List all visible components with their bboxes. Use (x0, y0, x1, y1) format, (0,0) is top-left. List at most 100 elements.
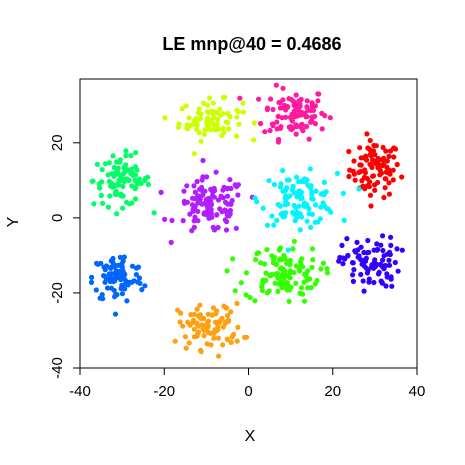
data-point (324, 206, 330, 212)
data-point (91, 201, 97, 207)
data-point (228, 309, 234, 315)
data-point (110, 153, 116, 159)
data-point (264, 290, 270, 296)
data-point (371, 279, 377, 286)
data-point (213, 319, 219, 325)
data-point (349, 260, 356, 266)
data-point (360, 183, 366, 189)
data-point (328, 209, 334, 215)
data-point (197, 186, 203, 192)
data-point (310, 257, 316, 263)
data-point (260, 205, 266, 211)
data-point (224, 193, 231, 199)
data-point (102, 279, 108, 285)
data-point (204, 115, 211, 121)
data-point (233, 225, 239, 231)
data-point (125, 282, 131, 288)
data-point (271, 222, 277, 228)
data-point (234, 184, 240, 190)
data-point (371, 142, 377, 149)
data-point (271, 181, 277, 188)
data-point (221, 184, 227, 190)
data-point (223, 227, 230, 233)
data-point (189, 228, 195, 234)
data-point (353, 249, 359, 255)
data-point (223, 119, 229, 125)
data-point (128, 166, 135, 172)
data-point (284, 260, 290, 266)
plot-frame (79, 78, 418, 369)
data-point (366, 279, 372, 285)
data-point (264, 105, 270, 111)
y-tick-label: 20 (49, 134, 66, 151)
data-point (189, 202, 196, 208)
data-point (293, 205, 299, 211)
data-point (223, 208, 229, 215)
data-point (384, 158, 390, 164)
data-point (198, 347, 204, 353)
data-point (309, 246, 316, 252)
data-point (252, 298, 258, 304)
data-point (134, 181, 140, 187)
data-point (210, 100, 216, 106)
data-point (286, 287, 292, 293)
data-point (103, 263, 110, 269)
data-point (108, 285, 114, 291)
data-point (251, 137, 257, 143)
data-point (225, 317, 231, 323)
data-point (98, 192, 104, 199)
data-point (308, 224, 314, 230)
data-point (253, 257, 259, 263)
data-point (234, 300, 240, 307)
data-point (88, 279, 95, 285)
data-point (285, 247, 291, 253)
data-point (134, 265, 140, 271)
data-points (88, 82, 405, 359)
data-point (204, 341, 210, 347)
data-point (191, 206, 197, 212)
data-point (388, 242, 394, 248)
data-point (211, 114, 217, 121)
data-point (312, 281, 318, 287)
data-point (192, 214, 198, 220)
data-point (124, 298, 130, 304)
data-point (243, 270, 250, 276)
data-point (391, 145, 397, 151)
data-point (139, 287, 145, 293)
data-point (370, 173, 377, 179)
x-axis-label: X (245, 428, 256, 445)
data-point (99, 167, 105, 173)
data-point (228, 185, 234, 192)
data-point (294, 209, 300, 216)
data-point (208, 213, 214, 219)
data-point (264, 222, 271, 228)
data-point (391, 154, 397, 160)
data-point (375, 246, 381, 253)
data-point (224, 219, 230, 225)
data-point (304, 218, 310, 224)
data-point (106, 178, 113, 185)
data-point (121, 254, 127, 260)
data-point (297, 268, 303, 274)
data-point (256, 250, 262, 256)
data-point (383, 283, 389, 289)
data-point (367, 192, 374, 198)
data-point (240, 109, 247, 115)
data-point (361, 263, 368, 269)
data-point (312, 121, 318, 127)
data-point (126, 201, 133, 207)
data-point (334, 170, 340, 176)
data-point (104, 285, 111, 291)
data-point (276, 281, 282, 287)
data-point (327, 115, 333, 121)
data-point (350, 278, 356, 284)
data-point (298, 214, 305, 220)
data-point (271, 256, 277, 262)
data-point (339, 242, 345, 248)
data-point (315, 91, 321, 97)
data-point (296, 179, 302, 185)
data-point (262, 129, 268, 135)
data-point (94, 161, 100, 167)
data-point (233, 133, 240, 139)
